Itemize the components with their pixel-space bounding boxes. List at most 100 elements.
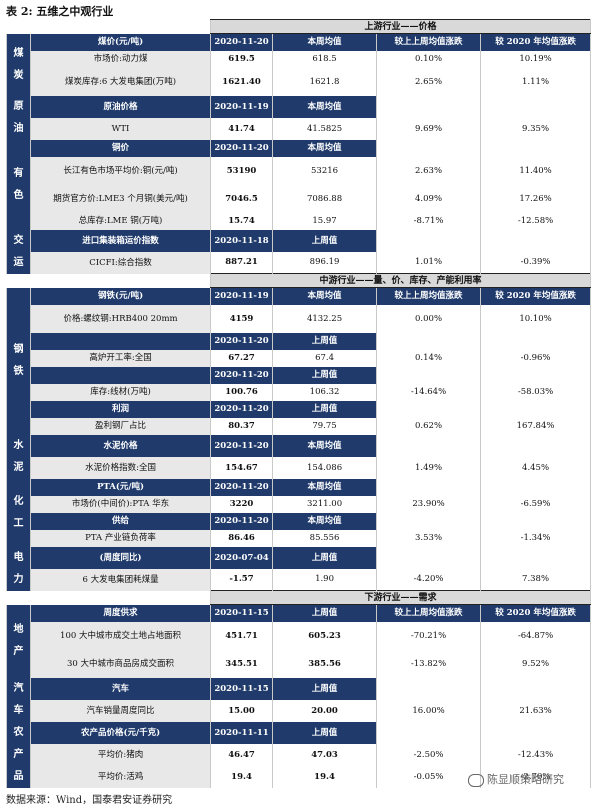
category-cell: 地产 — [6, 604, 31, 678]
value-cell: 1.49% — [376, 456, 482, 479]
value-cell: 本周均值 — [272, 95, 378, 118]
value-cell: 15.97 — [272, 212, 378, 230]
value-cell: 41.5825 — [272, 117, 378, 140]
value-cell: 本周均值 — [272, 33, 378, 51]
value-cell: 3220 — [210, 495, 274, 513]
value-cell: 较上上周均值涨跌 — [376, 604, 482, 622]
value-cell: 7.38% — [480, 568, 592, 591]
category-cell: 化工 — [6, 478, 31, 547]
value-cell: 较上上周均值涨跌 — [376, 287, 482, 305]
value-cell: 上周值 — [272, 604, 378, 622]
value-cell: 2020-11-19 — [210, 287, 274, 305]
value-cell: 4.09% — [376, 184, 482, 213]
value-cell — [376, 95, 482, 118]
subheader-row: 2020-11-20 上周值 — [7, 366, 592, 384]
value-cell: 1.01% — [376, 251, 482, 274]
value-cell: 23.90% — [376, 495, 482, 513]
row-label: 汽车 — [29, 677, 212, 700]
data-row: 期货官方价:LME3 个月铜(美元/吨) 7046.5 7086.88 4.09% 17… — [7, 184, 592, 213]
wechat-icon — [468, 773, 484, 787]
value-cell: 上周值 — [272, 229, 378, 252]
row-label: 铜价 — [29, 139, 212, 157]
category-cell: 交运 — [6, 229, 31, 274]
row-label: 煤炭库存:6 大发电集团(万吨) — [29, 67, 212, 96]
value-cell: 15.00 — [210, 699, 274, 722]
value-cell: 47.03 — [272, 743, 378, 766]
value-cell — [376, 400, 482, 418]
category-cell: 煤炭 — [6, 33, 31, 96]
value-cell: 67.4 — [272, 349, 378, 367]
value-cell: 17.26% — [480, 184, 592, 213]
value-cell — [480, 677, 592, 700]
row-label: 期货官方价:LME3 个月铜(美元/吨) — [29, 184, 212, 213]
value-cell: 10.19% — [480, 50, 592, 68]
row-label: 供给 — [29, 512, 212, 530]
data-row: 100 大中城市成交土地占地面积 451.71 605.23 -70.21% -64.8… — [7, 621, 592, 650]
value-cell: 上周值 — [272, 400, 378, 418]
value-cell: 15.74 — [210, 212, 274, 230]
value-cell: -1.34% — [480, 529, 592, 547]
value-cell: 67.27 — [210, 349, 274, 367]
value-cell — [480, 478, 592, 496]
value-cell: 19.4 — [272, 765, 378, 788]
value-cell: 2020-11-20 — [210, 332, 274, 350]
row-label: 30 大中城市商品房成交面积 — [29, 649, 212, 678]
table-title: 表 2: 五维之中观行业 — [6, 5, 114, 18]
data-row: 市场价(中间价):PTA 华东32203211.0023.90%-6.59%-7… — [7, 495, 592, 513]
row-label: 进口集装箱运价指数 — [29, 229, 212, 252]
row-label: CICFI:综合指数 — [29, 251, 212, 274]
value-cell: -6.59% — [480, 495, 592, 513]
value-cell: 0.10% — [376, 50, 482, 68]
value-cell: 9.35% — [480, 117, 592, 140]
value-cell — [376, 229, 482, 252]
value-cell — [376, 332, 482, 350]
category-cell: 农产品 — [6, 721, 31, 788]
value-cell — [480, 434, 592, 457]
value-cell: -64.87% — [480, 621, 592, 650]
category-cell: 电力 — [6, 546, 31, 591]
row-label: 盈利钢厂占比 — [29, 417, 212, 435]
value-cell: 上周值 — [272, 721, 378, 744]
value-cell: 0.62% — [376, 417, 482, 435]
value-cell — [480, 400, 592, 418]
value-cell: 4159 — [210, 304, 274, 333]
row-label: PTA 产业链负荷率 — [29, 529, 212, 547]
value-cell: 2020-11-20 — [210, 434, 274, 457]
subheader-row: 2020-11-20 上周值 — [7, 332, 592, 350]
value-cell — [376, 434, 482, 457]
value-cell: -12.43% — [480, 743, 592, 766]
section-title: 上游行业——价格 — [210, 19, 592, 34]
row-label: 钢铁(元/吨) — [29, 287, 212, 305]
subheader-row: 煤炭 煤价(元/吨) 2020-11-20 本周均值 较上上周均值涨跌较 2020 年均… — [6, 33, 592, 96]
value-cell: 11.40% — [480, 156, 592, 185]
value-cell: 1621.8 — [272, 67, 378, 96]
value-cell: 7046.5 — [210, 184, 274, 213]
value-cell: 2020-11-20 — [210, 478, 274, 496]
row-label: 平均价:猪肉 — [29, 743, 212, 766]
value-cell: 80.37 — [210, 417, 274, 435]
value-cell: 上周值 — [272, 546, 378, 569]
value-cell: 2020-11-19 — [210, 95, 274, 118]
row-label: 6 大发电集团耗煤量 — [29, 568, 212, 591]
value-cell: 887.21 — [210, 251, 274, 274]
value-cell: 896.19 — [272, 251, 378, 274]
value-cell: 上周值 — [272, 332, 378, 350]
section-title: 下游行业——需求 — [210, 590, 592, 605]
value-cell: 605.23 — [272, 621, 378, 650]
value-cell: 385.56 — [272, 649, 378, 678]
row-label: 100 大中城市成交土地占地面积 — [29, 621, 212, 650]
section-header-row: 下游行业——需求 — [6, 590, 592, 605]
section-spacer — [6, 273, 211, 288]
value-cell: 0.00% — [376, 304, 482, 333]
subheader-row: 农产品 农产品价格(元/千克) 2020-11-11 上周值 — [6, 721, 592, 788]
row-label: WTI — [29, 117, 212, 140]
subheader-row: 化工 PTA(元/吨) 2020-11-20 本周均值 — [6, 478, 592, 547]
row-label: 市场价(中间价):PTA 华东 — [29, 495, 212, 513]
value-cell: 2020-11-20 — [210, 400, 274, 418]
value-cell — [376, 366, 482, 384]
value-cell: 79.75 — [272, 417, 378, 435]
row-label: 利润 — [29, 400, 212, 418]
